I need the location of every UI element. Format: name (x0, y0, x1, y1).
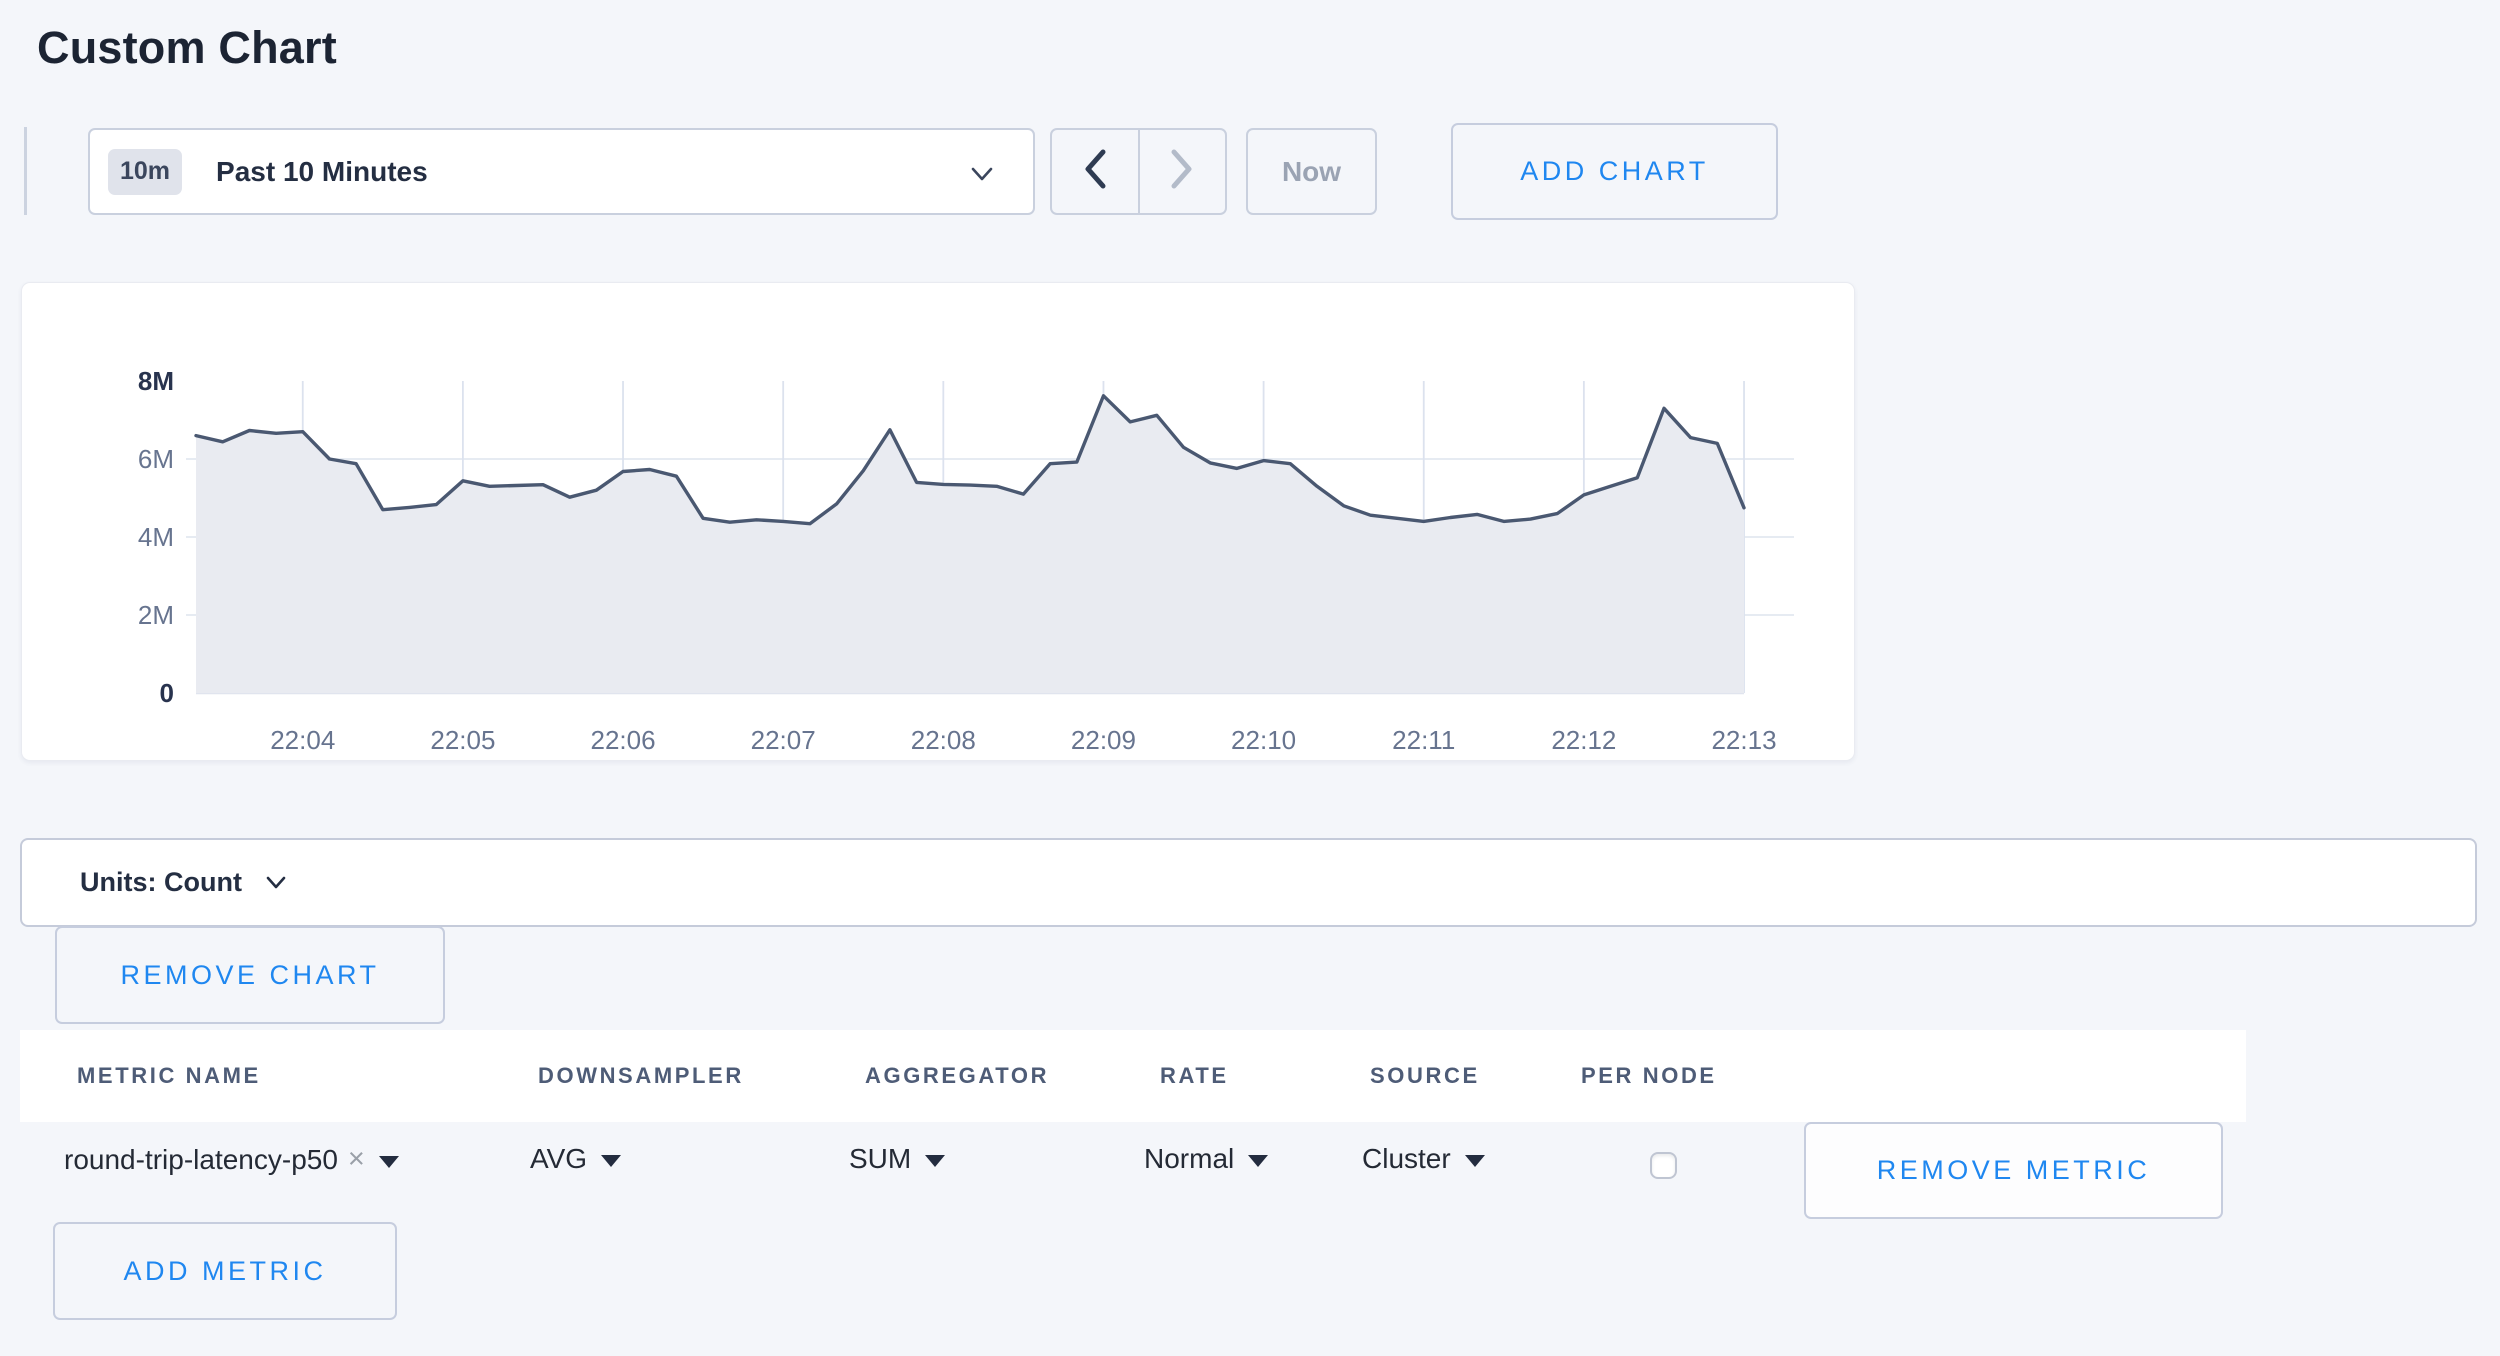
prev-timeframe-button[interactable] (1052, 130, 1140, 213)
source-select[interactable]: Cluster (1362, 1143, 1485, 1175)
column-header-metric-name: METRIC NAME (77, 1063, 261, 1088)
svg-text:22:08: 22:08 (911, 725, 976, 755)
units-label: Units: Count (80, 867, 242, 897)
add-chart-button[interactable]: ADD CHART (1451, 123, 1778, 220)
metric-row: round-trip-latency-p50 × AVG SUM Normal … (0, 1122, 2500, 1219)
svg-text:0: 0 (160, 678, 174, 708)
metric-chart-card[interactable]: 22:04 22:05 22:06 22:07 22:08 22:09 22:10 22:11… (21, 282, 1855, 761)
time-range-dropdown[interactable]: 10m Past 10 Minutes (88, 128, 1035, 215)
metric-name-select[interactable]: round-trip-latency-p50 × (64, 1143, 399, 1176)
chevron-right-icon (1167, 147, 1197, 196)
metrics-table-header: METRIC NAME DOWNSAMPLER AGGREGATOR RATE … (20, 1030, 2246, 1122)
time-range-badge: 10m (108, 148, 183, 195)
column-header-aggregator: AGGREGATOR (865, 1063, 1050, 1088)
toolbar-divider (24, 127, 27, 215)
caret-down-icon (378, 1155, 399, 1168)
column-header-source: SOURCE (1370, 1063, 1480, 1088)
units-dropdown[interactable]: Units: Count (20, 838, 2477, 927)
page-title: Custom Chart (37, 22, 337, 73)
chevron-down-icon (264, 874, 288, 897)
column-header-downsampler: DOWNSAMPLER (538, 1063, 744, 1088)
downsampler-value: AVG (530, 1143, 588, 1174)
caret-down-icon (1464, 1155, 1485, 1167)
svg-text:22:05: 22:05 (430, 725, 495, 755)
svg-text:8M: 8M (138, 366, 174, 396)
svg-text:22:07: 22:07 (751, 725, 816, 755)
svg-text:4M: 4M (138, 522, 174, 552)
svg-text:2M: 2M (138, 600, 174, 630)
svg-text:22:12: 22:12 (1551, 725, 1616, 755)
aggregator-select[interactable]: SUM (849, 1143, 946, 1175)
svg-text:22:10: 22:10 (1231, 725, 1296, 755)
remove-metric-button[interactable]: REMOVE METRIC (1804, 1122, 2223, 1219)
time-pager-group (1050, 128, 1227, 215)
aggregator-value: SUM (849, 1143, 912, 1174)
column-header-per-node: PER NODE (1581, 1063, 1717, 1088)
per-node-checkbox[interactable] (1650, 1152, 1677, 1179)
area-chart: 22:04 22:05 22:06 22:07 22:08 22:09 22:10 22:11… (138, 366, 1794, 755)
svg-text:22:04: 22:04 (270, 725, 335, 755)
downsampler-select[interactable]: AVG (530, 1143, 622, 1175)
chevron-left-icon (1080, 147, 1110, 196)
source-value: Cluster (1362, 1143, 1451, 1174)
rate-value: Normal (1144, 1143, 1235, 1174)
column-header-rate: RATE (1160, 1063, 1229, 1088)
caret-down-icon (601, 1155, 622, 1167)
svg-text:6M: 6M (138, 444, 174, 474)
svg-text:22:06: 22:06 (591, 725, 656, 755)
metric-name-value: round-trip-latency-p50 (64, 1143, 338, 1175)
svg-text:22:09: 22:09 (1071, 725, 1136, 755)
caret-down-icon (925, 1155, 946, 1167)
rate-select[interactable]: Normal (1144, 1143, 1269, 1175)
svg-text:22:11: 22:11 (1392, 725, 1455, 755)
next-timeframe-button[interactable] (1140, 130, 1226, 213)
svg-text:22:13: 22:13 (1711, 725, 1776, 755)
clear-metric-icon[interactable]: × (347, 1143, 365, 1175)
now-button[interactable]: Now (1246, 128, 1377, 215)
caret-down-icon (1248, 1155, 1269, 1167)
add-metric-button[interactable]: ADD METRIC (53, 1222, 397, 1320)
time-range-label: Past 10 Minutes (216, 155, 428, 187)
remove-chart-button[interactable]: REMOVE CHART (55, 926, 445, 1024)
chevron-down-icon (967, 162, 997, 191)
